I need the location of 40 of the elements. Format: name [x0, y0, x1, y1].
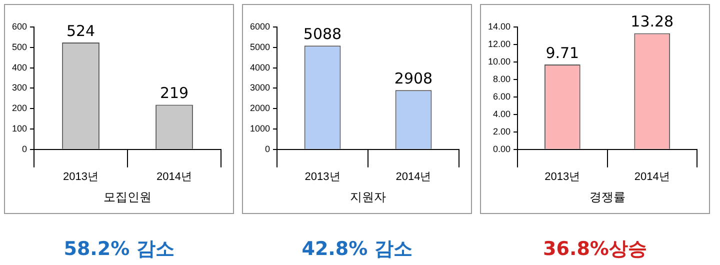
x-axis-title: 모집인원 — [104, 190, 152, 204]
y-tick-label: 300 — [12, 82, 28, 93]
data-label: 5088 — [303, 24, 342, 43]
data-label: 9.71 — [546, 44, 580, 62]
x-tick-label: 2013년 — [544, 171, 580, 184]
text: 58.2% 감소 — [62, 237, 176, 262]
data-label: 2908 — [394, 69, 433, 88]
y-tick-label: 200 — [12, 103, 28, 114]
data-label: 219 — [160, 84, 189, 102]
y-tick-label: 2.00 — [492, 126, 511, 136]
y-tick-label: 100 — [12, 123, 28, 134]
text: 42.8% 감소 — [300, 237, 414, 262]
y-tick-label: 10.00 — [488, 56, 511, 66]
y-tick-label: 400 — [12, 62, 28, 72]
y-tick-label: 12.00 — [488, 38, 511, 49]
x-axis-title: 경쟁률 — [589, 190, 626, 204]
x-axis-title: 지원자 — [350, 190, 386, 204]
y-tick-label: 8.00 — [492, 74, 511, 84]
y-tick-label: 0 — [265, 144, 270, 154]
y-tick-label: 4.00 — [492, 108, 511, 119]
x-tick-label: 2014년 — [634, 171, 670, 184]
y-tick-label: 2000 — [250, 103, 270, 114]
text: 36.8%상승 — [542, 237, 648, 262]
y-tick-label: 0.00 — [492, 144, 511, 154]
x-tick-label: 2014년 — [396, 171, 432, 184]
y-tick-label: 600 — [12, 21, 28, 32]
x-tick-label: 2014년 — [156, 171, 192, 184]
y-tick-label: 14.00 — [488, 21, 511, 32]
y-tick-label: 3000 — [250, 82, 270, 93]
y-tick-label: 1000 — [250, 123, 270, 134]
y-tick-label: 5000 — [250, 42, 270, 52]
y-tick-label: 6000 — [250, 21, 270, 32]
y-tick-label: 6.00 — [492, 91, 511, 102]
x-tick-label: 2013년 — [304, 171, 340, 184]
y-tick-label: 500 — [12, 42, 28, 52]
y-tick-label: 4000 — [250, 62, 270, 72]
y-tick-label: 0 — [22, 144, 28, 154]
data-label: 524 — [66, 22, 96, 40]
x-tick-label: 2013년 — [63, 171, 99, 184]
data-label: 13.28 — [630, 12, 674, 31]
